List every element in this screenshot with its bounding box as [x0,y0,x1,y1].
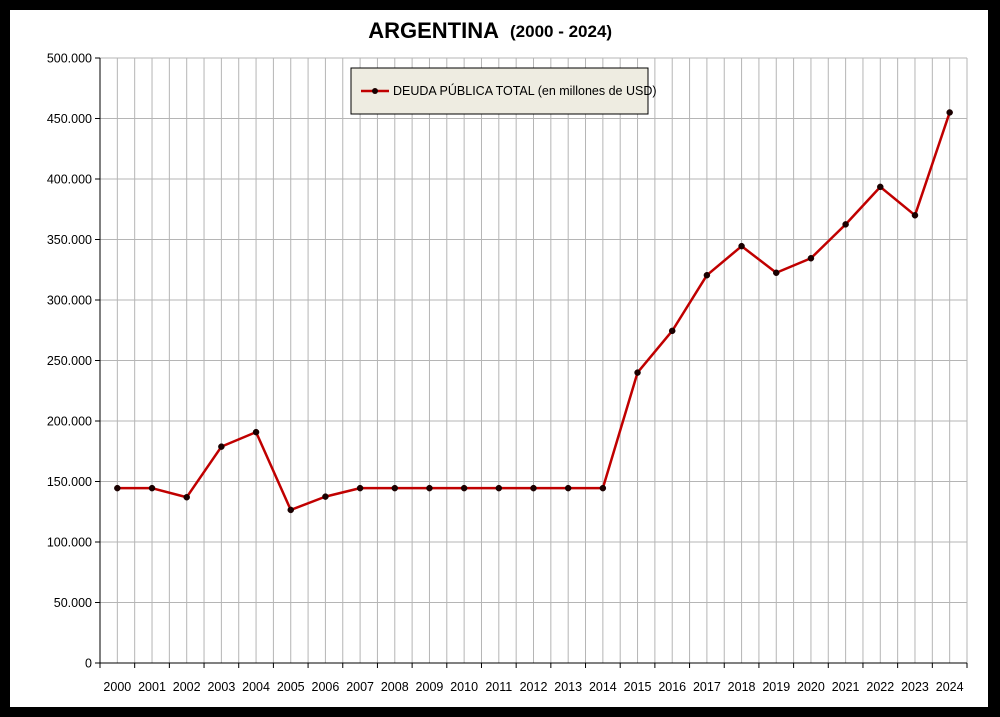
x-tick-label: 2024 [936,680,964,694]
x-tick-label: 2023 [901,680,929,694]
x-tick-label: 2022 [866,680,894,694]
axes [95,57,968,668]
y-tick-label: 100.000 [47,536,92,550]
data-point [946,109,953,116]
x-tick-label: 2007 [346,680,374,694]
data-point [287,506,294,514]
data-point [183,493,190,501]
data-point [564,484,572,492]
data-point [495,484,503,492]
x-tick-label: 2001 [138,680,166,694]
data-point [703,271,711,279]
x-tick-label: 2012 [520,680,548,694]
y-tick-labels: 0 50.000 100.000 150.000 200.000 250.000 300.0… [47,52,92,671]
data-point [426,484,433,492]
x-tick-label: 2015 [624,680,652,694]
data-point [252,428,260,436]
data-point [773,269,780,277]
data-point [148,484,156,492]
legend: DEUDA PÚBLICA TOTAL (en millones de USD) [350,67,657,115]
x-tick-label: 2009 [416,680,444,694]
chart-frame: ARGENTINA (2000 - 2024) 0 50.000 100.000 15… [10,10,988,707]
x-tick-label: 2021 [832,680,860,694]
x-tick-label: 2016 [658,680,686,694]
chart-title: ARGENTINA [368,18,499,43]
x-tick-label: 2010 [450,680,478,694]
data-point [877,183,884,191]
data-point [634,369,641,376]
y-tick-label: 250.000 [47,354,92,368]
data-point [807,255,815,262]
series [114,109,953,514]
data-point [599,484,607,492]
data-point [114,484,121,492]
data-point [460,484,468,492]
x-tick-label: 2008 [381,680,409,694]
x-tick-label: 2002 [173,680,201,694]
y-tick-label: 500.000 [47,52,92,66]
data-point [322,493,329,500]
grid [100,57,968,663]
x-tick-label: 2017 [693,680,721,694]
data-point [738,242,745,250]
data-point [530,484,537,492]
y-tick-label: 50.000 [54,596,92,610]
y-tick-label: 0 [85,657,92,671]
y-tick-label: 450.000 [47,112,92,126]
x-tick-label: 2004 [242,680,270,694]
x-tick-label: 2011 [485,680,512,694]
y-tick-label: 200.000 [47,415,92,429]
y-tick-label: 300.000 [47,294,92,308]
x-tick-label: 2013 [554,680,582,694]
legend-label: DEUDA PÚBLICA TOTAL (en millones de USD) [393,83,657,98]
data-point [356,484,364,492]
x-tick-label: 2003 [207,680,235,694]
x-tick-label: 2020 [797,680,825,694]
x-tick-label: 2000 [103,680,131,694]
x-tick-label: 2006 [312,680,340,694]
x-tick-label: 2005 [277,680,305,694]
x-tick-label: 2019 [762,680,790,694]
data-point [842,221,849,228]
y-tick-label: 150.000 [47,475,92,489]
x-tick-label: 2018 [728,680,756,694]
chart-subtitle: (2000 - 2024) [510,22,612,41]
y-tick-label: 350.000 [47,233,92,247]
x-tick-labels: 2000 2001 2002 2003 2004 2005 2006 2007 2008 2009… [103,680,963,694]
legend-box [350,67,649,115]
y-tick-label: 400.000 [47,173,92,187]
data-point [911,212,919,219]
data-point [391,484,399,492]
data-point [668,327,676,335]
data-point [218,443,225,450]
line-chart: ARGENTINA (2000 - 2024) 0 50.000 100.000 15… [47,18,968,694]
legend-marker [372,88,378,94]
x-tick-label: 2014 [589,680,617,694]
